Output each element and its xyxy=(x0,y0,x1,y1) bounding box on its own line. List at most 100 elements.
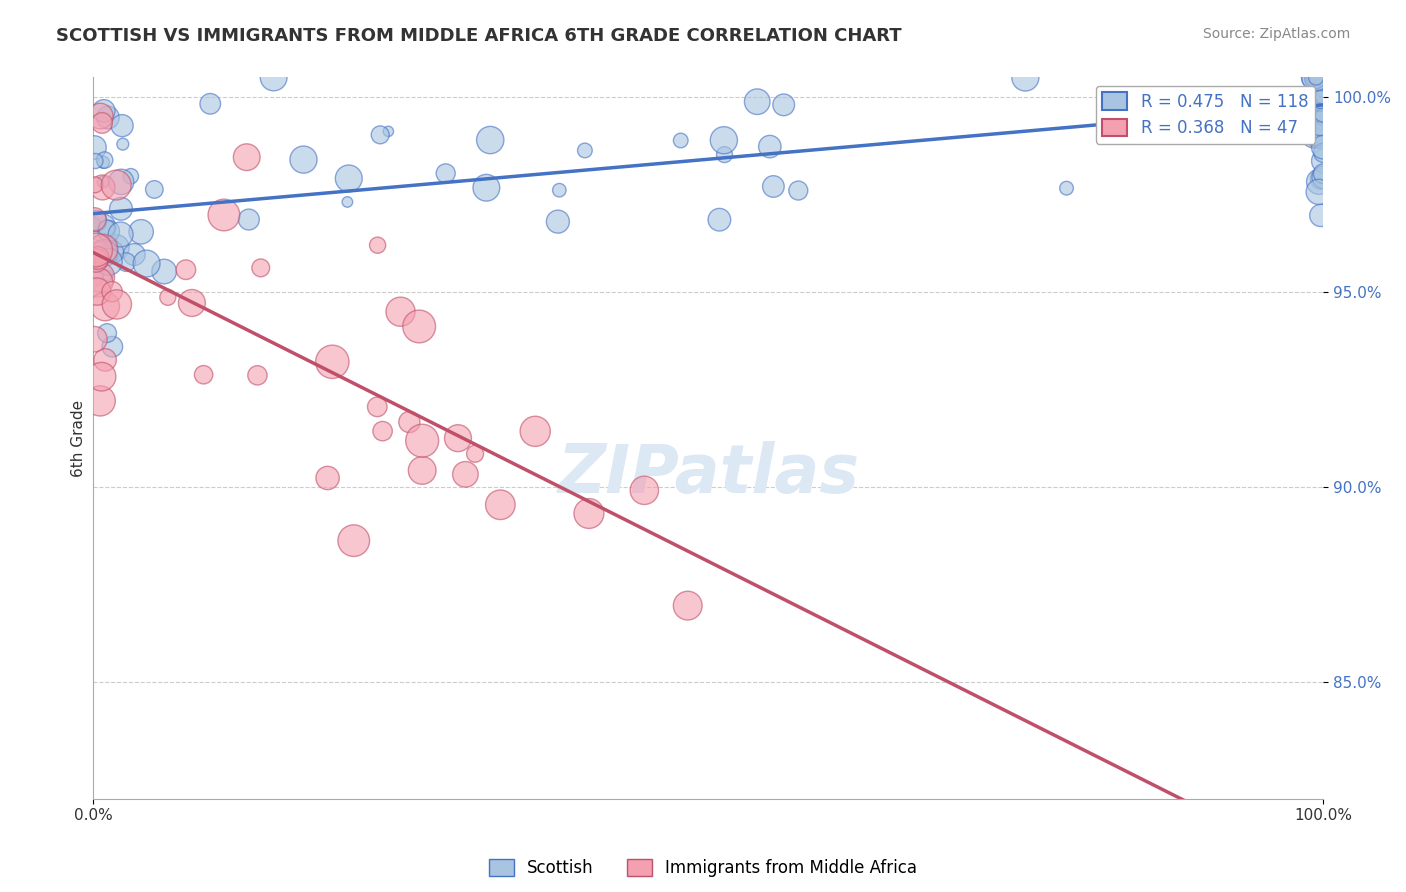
Point xyxy=(1312,110,1334,124)
Point xyxy=(110,175,132,189)
Point xyxy=(83,212,105,227)
Point xyxy=(1302,70,1324,85)
Point xyxy=(434,166,457,180)
Point xyxy=(1305,108,1327,122)
Point xyxy=(1308,81,1330,95)
Point xyxy=(1312,70,1334,85)
Point xyxy=(83,217,105,231)
Point xyxy=(454,467,477,482)
Point xyxy=(1303,72,1326,87)
Point xyxy=(96,326,118,340)
Point xyxy=(105,297,128,311)
Point xyxy=(772,98,794,112)
Point xyxy=(1312,71,1334,86)
Point xyxy=(110,202,132,216)
Point xyxy=(84,214,107,228)
Point xyxy=(93,153,115,167)
Point xyxy=(574,144,596,158)
Point xyxy=(1305,70,1327,85)
Point xyxy=(94,299,117,313)
Point xyxy=(371,424,394,438)
Point xyxy=(120,169,142,184)
Point xyxy=(1309,209,1331,223)
Point xyxy=(475,180,498,194)
Point xyxy=(713,133,735,147)
Point xyxy=(759,139,782,153)
Point xyxy=(89,393,111,408)
Point xyxy=(1312,102,1334,116)
Point xyxy=(1312,70,1334,85)
Point xyxy=(105,240,128,254)
Point xyxy=(411,463,433,477)
Point xyxy=(1305,70,1327,85)
Point xyxy=(156,290,179,304)
Point xyxy=(1310,83,1333,97)
Point xyxy=(633,483,655,498)
Point xyxy=(1302,128,1324,143)
Point xyxy=(1308,70,1330,85)
Point xyxy=(1312,70,1334,85)
Point xyxy=(762,179,785,194)
Point xyxy=(129,225,152,239)
Point xyxy=(367,238,389,252)
Y-axis label: 6th Grade: 6th Grade xyxy=(72,400,86,476)
Point xyxy=(447,431,470,445)
Point xyxy=(98,236,121,251)
Point xyxy=(547,214,569,228)
Point xyxy=(292,153,315,167)
Point xyxy=(1312,80,1334,95)
Point xyxy=(343,533,366,548)
Point xyxy=(1309,92,1331,106)
Point xyxy=(122,247,145,261)
Point xyxy=(87,276,110,290)
Point xyxy=(1312,70,1334,85)
Point xyxy=(389,304,412,318)
Point xyxy=(1309,116,1331,130)
Point xyxy=(366,400,388,414)
Point xyxy=(97,224,120,238)
Point xyxy=(578,507,600,521)
Point xyxy=(377,124,399,138)
Point xyxy=(408,319,430,334)
Point xyxy=(93,103,115,118)
Point xyxy=(94,352,117,367)
Point xyxy=(336,194,359,209)
Point xyxy=(1312,70,1334,85)
Point xyxy=(1312,95,1334,109)
Point xyxy=(1056,181,1078,195)
Point xyxy=(1312,79,1334,94)
Point xyxy=(337,171,360,186)
Point xyxy=(1014,70,1036,85)
Point xyxy=(111,137,134,152)
Point xyxy=(101,245,124,260)
Point xyxy=(1312,78,1334,93)
Point xyxy=(90,369,112,384)
Point xyxy=(91,116,114,130)
Point xyxy=(1312,140,1334,154)
Point xyxy=(524,425,547,439)
Point xyxy=(101,340,124,354)
Point xyxy=(1312,70,1334,85)
Point xyxy=(1308,185,1330,199)
Point xyxy=(1308,83,1330,97)
Point xyxy=(1305,70,1327,85)
Point xyxy=(89,109,111,123)
Point xyxy=(669,133,692,147)
Point xyxy=(235,150,257,164)
Point xyxy=(1312,70,1334,85)
Point xyxy=(84,153,107,168)
Point xyxy=(97,111,120,125)
Point xyxy=(212,208,235,222)
Point xyxy=(96,221,118,235)
Point xyxy=(1312,170,1334,185)
Point xyxy=(1312,167,1334,181)
Legend: R = 0.475   N = 118, R = 0.368   N = 47: R = 0.475 N = 118, R = 0.368 N = 47 xyxy=(1095,86,1315,144)
Point xyxy=(1306,135,1329,149)
Point xyxy=(1305,70,1327,85)
Point xyxy=(321,355,343,369)
Point xyxy=(101,285,124,299)
Point xyxy=(1312,70,1334,85)
Point xyxy=(787,184,810,198)
Point xyxy=(1310,171,1333,186)
Point xyxy=(111,119,134,133)
